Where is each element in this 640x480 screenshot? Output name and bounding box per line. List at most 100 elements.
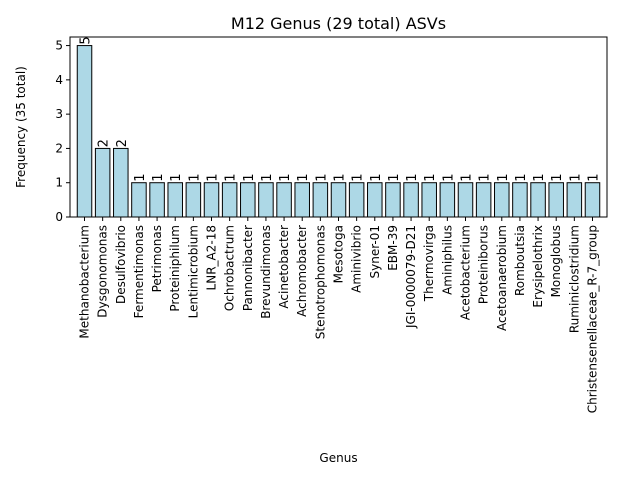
- bar: [221, 182, 238, 218]
- x-tick-label: Petrimonas: [150, 225, 164, 292]
- data-label: 1: [169, 173, 184, 181]
- x-tick-label: Stenotrophomonas: [313, 225, 327, 339]
- bar: [149, 182, 165, 218]
- data-label: 1: [296, 173, 311, 181]
- bar: [439, 182, 456, 218]
- data-label: 1: [133, 173, 148, 181]
- bar: [403, 182, 419, 218]
- x-tick-label: Pannonibacter: [241, 225, 255, 311]
- data-label: 5: [79, 36, 94, 44]
- data-label: 1: [151, 173, 166, 181]
- bar: [385, 182, 401, 218]
- data-label: 2: [97, 139, 112, 147]
- x-tick-label: Achromobacter: [295, 225, 309, 317]
- x-tick-label: LNR_A2-18: [205, 225, 219, 290]
- bar: [566, 182, 583, 218]
- y-tick-label: 1: [55, 176, 63, 190]
- data-label: 1: [550, 173, 565, 181]
- x-tick-label: Lentimicrobium: [186, 225, 200, 318]
- y-tick-label: 3: [55, 107, 63, 121]
- x-axis-label: Genus: [319, 451, 357, 465]
- y-tick-label: 4: [55, 73, 63, 87]
- data-label: 1: [187, 173, 202, 181]
- x-tick-label: Ruminiclostridium: [567, 225, 581, 333]
- bar: [494, 182, 510, 218]
- x-axis: Methanobacterium Dysgonomonas Desulfovibri…: [78, 217, 599, 413]
- bar: [240, 182, 256, 218]
- chart-title: M12 Genus (29 total) ASVs: [231, 14, 446, 33]
- bar: [76, 45, 93, 218]
- x-tick-label: Romboutsia: [513, 225, 527, 296]
- x-tick-label: Monoglobus: [549, 225, 563, 297]
- y-axis-label: Frequency (35 total): [14, 66, 28, 188]
- x-tick-label: Proteiniborus: [477, 225, 491, 304]
- x-tick-label: Mesotoga: [332, 225, 346, 283]
- data-label: 1: [586, 173, 601, 181]
- x-tick-label: Aminiphilus: [440, 225, 454, 295]
- data-label: 1: [532, 173, 547, 181]
- y-axis: 0 1 2 3 4 5: [55, 39, 70, 224]
- bar: [203, 182, 220, 218]
- bar: [457, 182, 474, 218]
- x-tick-label: Acetobacterium: [458, 225, 472, 320]
- bar: [348, 182, 365, 218]
- x-tick-label: Dysgonomonas: [96, 225, 110, 318]
- x-tick-label: Christensenellaceae_R-7_group: [585, 225, 599, 413]
- bar: [330, 182, 347, 218]
- plot-frame: [69, 36, 608, 218]
- data-label: 1: [405, 173, 420, 181]
- bar: [548, 182, 564, 218]
- x-tick-label: Acinetobacter: [277, 225, 291, 309]
- data-label: 1: [351, 173, 366, 181]
- data-label: 1: [514, 173, 529, 181]
- data-label: 1: [369, 173, 384, 181]
- bar: [421, 182, 437, 218]
- data-label: 1: [314, 173, 329, 181]
- data-label: 1: [333, 173, 348, 181]
- bar: [258, 182, 274, 218]
- x-tick-label: Acetoanaerobium: [495, 225, 509, 331]
- data-label: 1: [260, 173, 275, 181]
- x-tick-label: Erysipelothrix: [531, 225, 545, 308]
- y-tick-label: 5: [55, 39, 63, 53]
- bar: [512, 182, 528, 218]
- y-tick-label: 0: [55, 210, 63, 224]
- data-labels-group: 52 21 1 1 1 1 1 1 1 1 1 1 1 1 1 1 1 1 1 1 1 1 1 1 1 1 1: [79, 36, 602, 181]
- x-tick-label: Proteiniphilum: [168, 225, 182, 312]
- x-tick-label: EBM-39: [386, 225, 400, 271]
- x-tick-label: Syner-01: [368, 225, 382, 278]
- data-label: 1: [278, 173, 293, 181]
- data-label: 1: [459, 173, 474, 181]
- x-tick-label: Aminivibrio: [350, 225, 364, 293]
- bar: [367, 182, 383, 218]
- bar: [94, 147, 111, 218]
- x-tick-label: Fermentimonas: [132, 225, 146, 318]
- data-label: 1: [387, 173, 402, 181]
- bar: [530, 182, 546, 218]
- bar: [185, 182, 202, 218]
- data-label: 1: [478, 173, 493, 181]
- x-tick-label: Methanobacterium: [78, 225, 92, 339]
- x-tick-label: Thermovirga: [422, 225, 436, 302]
- data-label: 1: [206, 173, 221, 181]
- bar: [294, 182, 310, 218]
- data-label: 1: [224, 173, 239, 181]
- y-tick-label: 2: [55, 141, 63, 155]
- bar: [131, 182, 147, 218]
- x-tick-label: Desulfovibrio: [114, 225, 128, 304]
- bar: [312, 182, 329, 218]
- bar: [475, 182, 492, 218]
- bar: [584, 182, 601, 218]
- bars-group: [76, 45, 601, 218]
- data-label: 2: [115, 139, 130, 147]
- bar: [276, 182, 292, 218]
- bar: [113, 147, 129, 218]
- x-tick-label: Brevundimonas: [259, 225, 273, 319]
- data-label: 1: [441, 173, 456, 181]
- data-label: 1: [242, 173, 257, 181]
- data-label: 1: [423, 173, 438, 181]
- bar: [167, 182, 183, 218]
- x-tick-label: Ochrobactrum: [223, 225, 237, 311]
- data-label: 1: [496, 173, 511, 181]
- data-label: 1: [568, 173, 583, 181]
